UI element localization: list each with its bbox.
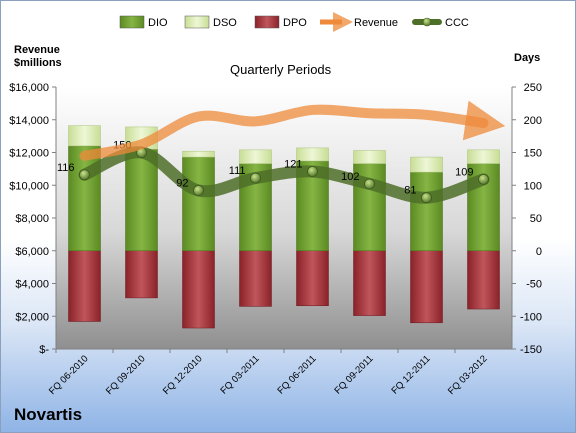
left-tick-label: $6,000 (15, 246, 49, 258)
right-tick-label: 150 (524, 148, 542, 160)
dpo-bar (239, 250, 272, 307)
ccc-data-label: 109 (455, 166, 473, 178)
x-tick-label: FQ 06-2011 (275, 353, 318, 396)
dio-bar (410, 171, 443, 251)
dso-bar (296, 147, 329, 162)
dso-bar (182, 150, 215, 158)
right-tick-label: 200 (524, 115, 542, 127)
right-tick-label: 0 (536, 246, 542, 258)
legend-label-revenue: Revenue (354, 17, 398, 29)
left-tick-label: $10,000 (9, 180, 49, 192)
dio-bar (182, 156, 215, 252)
plot-area (56, 87, 512, 349)
right-tick-label: 100 (524, 180, 542, 192)
legend-label-ccc: CCC (445, 17, 469, 29)
x-tick-label: FQ 09-2010 (104, 353, 148, 397)
left-axis-title: Revenue $millions (14, 44, 62, 70)
ccc-data-label: 116 (57, 162, 75, 174)
ccc-point (193, 185, 204, 196)
legend-swatch-dso (184, 15, 210, 29)
chart-title: Quarterly Periods (230, 62, 332, 77)
dpo-bar (353, 250, 386, 316)
dpo-bar (467, 250, 500, 310)
left-tick-label: $8,000 (15, 213, 49, 225)
left-tick-label: $- (39, 344, 49, 356)
ccc-data-label: 111 (229, 165, 246, 177)
ccc-data-label: 121 (284, 158, 302, 170)
x-tick-label: FQ 09-2011 (332, 353, 375, 396)
left-tick-label: $2,000 (15, 311, 49, 323)
bars-layer (68, 125, 500, 329)
right-tick-label: -50 (526, 279, 542, 291)
x-tick-label: FQ 12-2011 (389, 353, 432, 396)
legend: DIO DSO DPO Revenue CCC (119, 12, 469, 32)
left-tick-label: $14,000 (9, 115, 49, 127)
dpo-bar (182, 250, 215, 329)
ccc-point (421, 192, 432, 204)
ccc-point (250, 172, 261, 184)
ccc-data-label: 81 (404, 185, 416, 197)
legend-ccc-dot (422, 17, 432, 27)
dso-bar (353, 150, 386, 164)
right-tick-label: -150 (520, 344, 542, 356)
company-name: Novartis (14, 405, 83, 424)
right-axis-title: Days (514, 52, 541, 64)
legend-label-dio: DIO (148, 17, 168, 29)
right-tick-label: 50 (530, 213, 542, 225)
ccc-data-label: 92 (176, 177, 188, 189)
x-tick-label: FQ 12-2010 (161, 353, 205, 397)
dso-bar (410, 156, 443, 173)
dso-bar (467, 149, 500, 164)
ccc-data-label: 102 (341, 171, 359, 183)
ccc-point (307, 166, 318, 177)
left-tick-label: $4,000 (15, 279, 49, 291)
left-axis-title-line1: Revenue (14, 44, 60, 56)
right-tick-label: 250 (524, 82, 542, 94)
dso-bar (68, 125, 101, 147)
dso-bar (239, 149, 272, 164)
ccc-point (79, 169, 90, 181)
revenue-line (79, 100, 506, 161)
x-tick-label: FQ 03-2012 (446, 353, 490, 397)
ccc-point (478, 173, 489, 185)
left-axis-title-line2: $millions (14, 57, 62, 69)
legend-swatch-dpo (254, 15, 280, 29)
dpo-bar (410, 250, 443, 324)
x-tick-label: FQ 03-2011 (218, 353, 261, 396)
legend-label-dpo: DPO (283, 17, 307, 29)
ccc-point (364, 178, 375, 190)
dio-bar (125, 148, 158, 252)
dpo-bar (296, 250, 329, 307)
dpo-bar (68, 250, 101, 322)
right-tick-label: -100 (520, 311, 542, 323)
left-tick-label: $12,000 (9, 148, 49, 160)
dpo-bar (125, 250, 158, 299)
legend-label-dso: DSO (213, 17, 237, 29)
legend-swatch-dio (119, 15, 145, 29)
x-tick-label: FQ 06-2010 (47, 353, 91, 397)
left-tick-label: $16,000 (9, 82, 49, 94)
